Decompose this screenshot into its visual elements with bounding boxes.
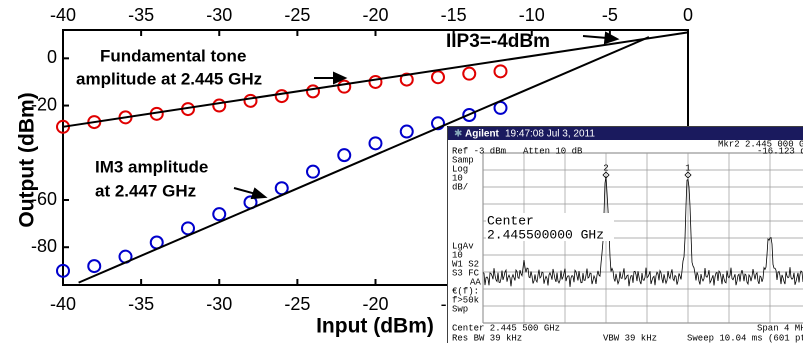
data-point (276, 90, 288, 102)
inset-brand: Agilent (465, 129, 500, 140)
inset-center-label: Center (487, 213, 534, 228)
x-tick-label-top: 0 (683, 5, 693, 25)
inset-text: Center 2.445 500 GHz (452, 323, 560, 333)
data-point (370, 76, 382, 88)
annotation: Fundamental tone (100, 46, 246, 65)
annotation: at 2.447 GHz (95, 181, 196, 200)
inset-text: VBW 39 kHz (603, 333, 657, 343)
x-tick-label-top: -35 (128, 5, 154, 25)
data-point (182, 222, 194, 234)
data-point (88, 260, 100, 272)
x-axis-label: Input (dBm) (316, 315, 434, 338)
annotation: amplitude at 2.445 GHz (76, 69, 262, 88)
x-tick-label: -35 (128, 294, 154, 314)
x-tick-label-top: -15 (441, 5, 467, 25)
data-point (401, 126, 413, 138)
inset-time: 19:47:08 Jul 3, 2011 (505, 129, 595, 140)
data-point (213, 100, 225, 112)
data-point (463, 68, 475, 80)
x-tick-label-top: -5 (602, 5, 618, 25)
x-tick-label: -25 (284, 294, 310, 314)
inset-text: Span 4 MH (757, 323, 803, 333)
annotation: IIP3=-4dBm (446, 31, 550, 52)
analyzer-inset: ✱ Agilent 19:47:08 Jul 3, 2011 Mkr2 2.44… (447, 126, 803, 343)
chart: -40-40-35-35-30-30-25-25-20-20-15-15-10-… (0, 0, 803, 343)
x-tick-label: -40 (50, 294, 76, 314)
annotation: IM3 amplitude (95, 157, 208, 176)
inset-text: Sweep 10.04 ms (601 pts (687, 333, 803, 343)
data-point (495, 65, 507, 77)
data-point (307, 166, 319, 178)
inset-text: Atten 10 dB (523, 146, 583, 156)
y-axis-label: Output (dBm) (16, 92, 39, 227)
data-point (307, 85, 319, 97)
x-tick-label-top: -40 (50, 5, 76, 25)
x-tick-label-top: -20 (362, 5, 388, 25)
data-point (245, 95, 257, 107)
inset-text: Swp (452, 304, 468, 314)
svg-text:✱: ✱ (454, 129, 462, 140)
data-point (370, 137, 382, 149)
x-tick-label-top: -30 (206, 5, 232, 25)
x-tick-label-top: -25 (284, 5, 310, 25)
y-tick-label: 0 (47, 47, 57, 67)
inset-text: Res BW 39 kHz (452, 333, 522, 343)
data-point (338, 149, 350, 161)
inset-text: dB/ (452, 182, 468, 192)
x-tick-label-top: -10 (519, 5, 545, 25)
inset-center-label: 2.445500000 GHz (487, 227, 604, 242)
data-point (213, 208, 225, 220)
inset-text: -16.123 dB (757, 146, 803, 156)
x-tick-label: -20 (362, 294, 388, 314)
y-tick-label: -80 (31, 236, 57, 256)
data-point (338, 81, 350, 93)
x-tick-label: -30 (206, 294, 232, 314)
data-point (432, 71, 444, 83)
